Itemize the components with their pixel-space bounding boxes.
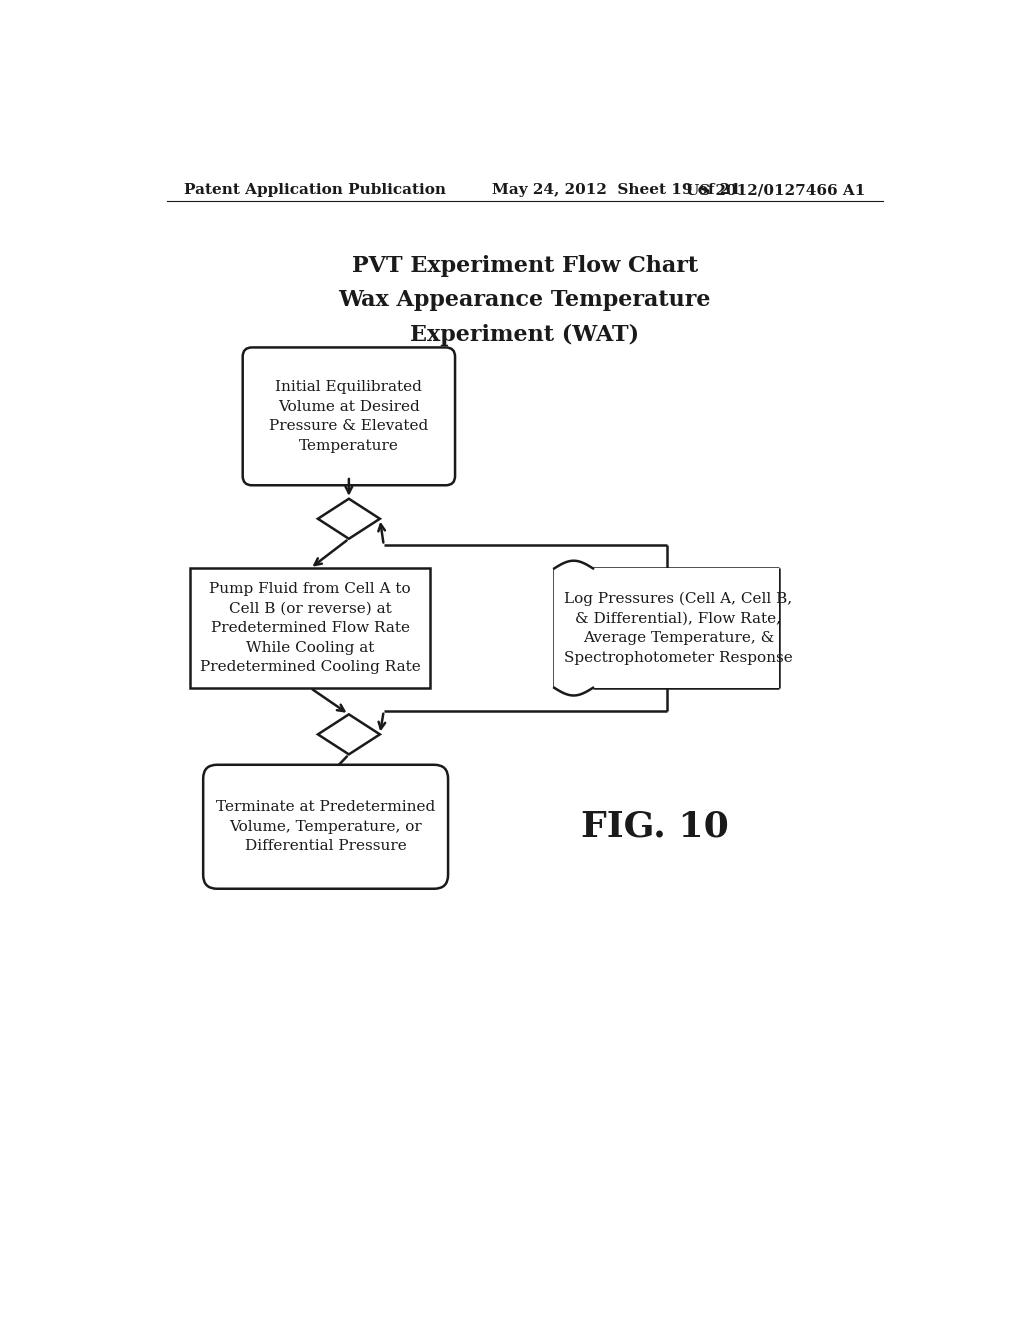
Bar [554,569,779,688]
Text: PVT Experiment Flow Chart: PVT Experiment Flow Chart [351,255,698,277]
Text: Pump Fluid from Cell A to
Cell B (or reverse) at
Predetermined Flow Rate
While C: Pump Fluid from Cell A to Cell B (or rev… [200,582,421,675]
Text: Initial Equilibrated
Volume at Desired
Pressure & Elevated
Temperature: Initial Equilibrated Volume at Desired P… [269,380,428,453]
Text: US 2012/0127466 A1: US 2012/0127466 A1 [686,183,866,197]
Text: Log Pressures (Cell A, Cell B,
& Differential), Flow Rate,
Average Temperature, : Log Pressures (Cell A, Cell B, & Differe… [564,591,793,664]
Text: Terminate at Predetermined
Volume, Temperature, or
Differential Pressure: Terminate at Predetermined Volume, Tempe… [216,800,435,853]
FancyBboxPatch shape [203,764,449,888]
Polygon shape [317,714,380,755]
Text: Wax Appearance Temperature: Wax Appearance Temperature [339,289,711,312]
FancyBboxPatch shape [243,347,455,486]
Polygon shape [317,499,380,539]
Text: Patent Application Publication: Patent Application Publication [183,183,445,197]
Text: Experiment (WAT): Experiment (WAT) [411,323,639,346]
Text: FIG. 10: FIG. 10 [581,809,729,843]
Bar [190,569,430,688]
Text: May 24, 2012  Sheet 19 of 21: May 24, 2012 Sheet 19 of 21 [493,183,741,197]
